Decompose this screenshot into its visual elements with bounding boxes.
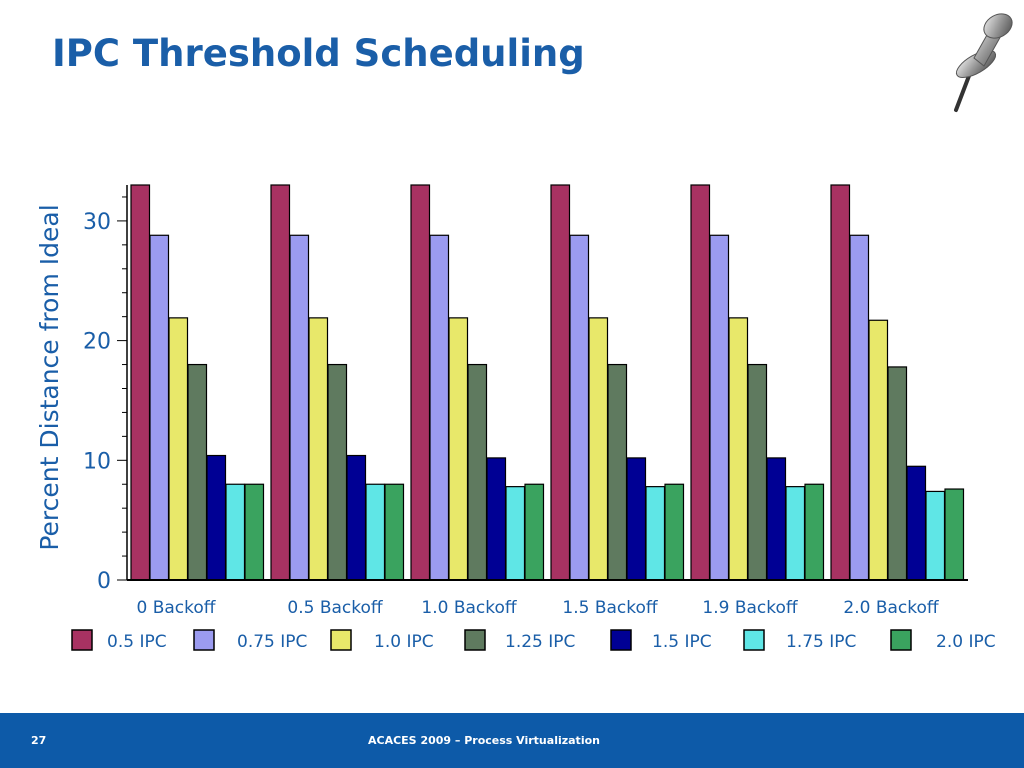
bar-1-5-ipc [206, 454, 227, 581]
bar-1-25-ipc [187, 363, 208, 581]
page-number: 27 [31, 734, 47, 747]
x-category-label: 1.5 Backoff [562, 598, 659, 618]
bar-1-75-ipc [925, 490, 946, 581]
footer-bar: 27 ACACES 2009 – Process Virtualization [0, 713, 1024, 768]
bar-0-75-ipc [429, 234, 450, 581]
bar-1-25-ipc [327, 363, 348, 581]
legend-label: 1.0 IPC [374, 632, 434, 652]
bar-1-0-ipc [588, 317, 609, 581]
bar-1-25-ipc [607, 363, 628, 581]
x-category-label: 1.0 Backoff [421, 598, 518, 618]
legend-label: 0.75 IPC [237, 632, 307, 652]
bar-1-5-ipc [486, 457, 507, 581]
legend-label: 1.25 IPC [505, 632, 575, 652]
legend-swatch [890, 629, 912, 651]
bar-0-75-ipc [289, 234, 310, 581]
bar-2-0-ipc [804, 483, 825, 581]
y-tick-label: 10 [83, 449, 111, 474]
legend-swatch [330, 629, 352, 651]
bar-0-75-ipc [709, 234, 730, 581]
legend-label: 1.75 IPC [786, 632, 856, 652]
x-category-label: 1.9 Backoff [702, 598, 799, 618]
bar-1-75-ipc [645, 486, 666, 581]
bar-1-25-ipc [467, 363, 488, 581]
bar-1-75-ipc [785, 486, 806, 581]
y-tick-label: 0 [97, 569, 111, 594]
bar-0-5-ipc [690, 184, 711, 581]
slide-title: IPC Threshold Scheduling [52, 32, 585, 75]
pushpin-icon [954, 13, 1013, 112]
bar-0-5-ipc [130, 184, 151, 581]
bar-1-75-ipc [505, 486, 526, 581]
bar-0-5-ipc [410, 184, 431, 581]
y-tick-label: 20 [83, 330, 111, 355]
bar-2-0-ipc [664, 483, 685, 581]
bar-1-5-ipc [766, 457, 787, 581]
bar-1-5-ipc [346, 454, 367, 581]
x-category-label: 0 Backoff [137, 598, 217, 618]
bar-0-75-ipc [849, 234, 870, 581]
x-category-label: 0.5 Backoff [287, 598, 384, 618]
bar-0-5-ipc [830, 184, 851, 581]
bar-1-0-ipc [168, 317, 189, 581]
bar-1-0-ipc [868, 319, 889, 581]
legend-label: 1.5 IPC [652, 632, 712, 652]
footer-text: ACACES 2009 – Process Virtualization [368, 734, 600, 747]
y-axis-label: Percent Distance from Ideal [35, 204, 64, 550]
legend-label: 2.0 IPC [936, 632, 996, 652]
legend-swatch [610, 629, 632, 651]
legend-swatch [71, 629, 93, 651]
bar-1-0-ipc [728, 317, 749, 581]
bar-0-5-ipc [550, 184, 571, 581]
bar-2-0-ipc [944, 488, 965, 581]
bar-0-5-ipc [270, 184, 291, 581]
bar-0-75-ipc [149, 234, 170, 581]
bar-1-0-ipc [448, 317, 469, 581]
legend-label: 0.5 IPC [107, 632, 167, 652]
legend-swatch [193, 629, 215, 651]
bar-1-25-ipc [887, 366, 908, 581]
bar-1-75-ipc [225, 483, 246, 581]
x-category-label: 2.0 Backoff [843, 598, 940, 618]
y-tick-label: 30 [83, 210, 111, 235]
bar-2-0-ipc [244, 483, 265, 581]
bar-chart: 0 10 20 30 Percent Distance from Ideal 0 Back… [35, 184, 996, 652]
bar-2-0-ipc [384, 483, 405, 581]
bar-2-0-ipc [524, 483, 545, 581]
legend-swatch [743, 629, 765, 651]
bar-1-5-ipc [626, 457, 647, 581]
bar-1-5-ipc [906, 465, 927, 581]
bar-1-75-ipc [365, 483, 386, 581]
legend-swatch [464, 629, 486, 651]
bar-1-25-ipc [747, 363, 768, 581]
bar-1-0-ipc [308, 317, 329, 581]
bar-0-75-ipc [569, 234, 590, 581]
